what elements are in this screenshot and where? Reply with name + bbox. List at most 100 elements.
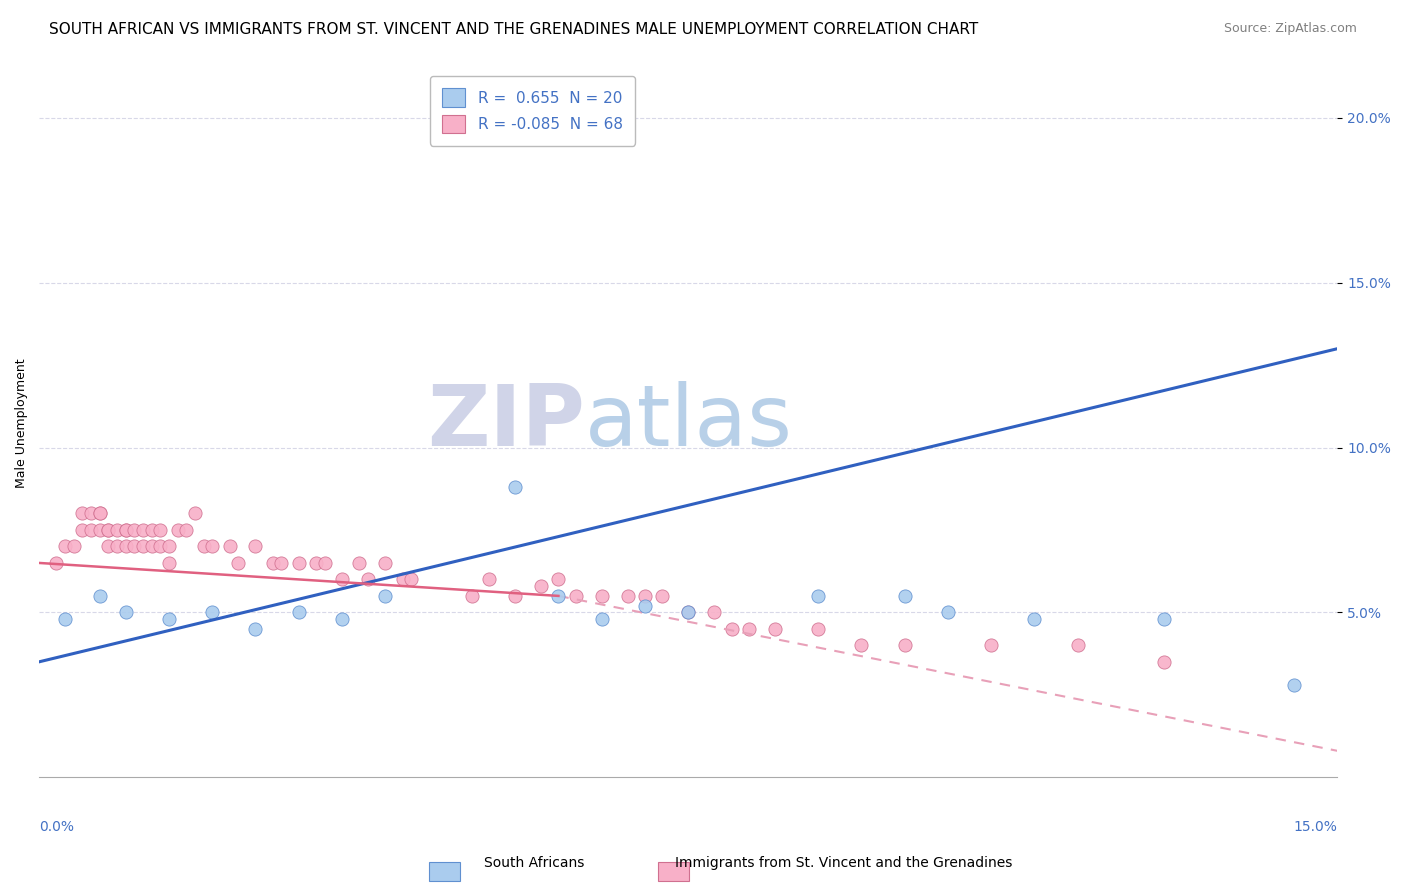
Y-axis label: Male Unemployment: Male Unemployment xyxy=(15,358,28,488)
Point xyxy=(678,606,700,620)
Point xyxy=(374,589,396,603)
Point xyxy=(72,523,94,537)
Point xyxy=(1153,612,1175,626)
Point xyxy=(893,589,915,603)
FancyBboxPatch shape xyxy=(429,862,460,881)
Point xyxy=(1153,655,1175,669)
Point xyxy=(89,589,111,603)
Point xyxy=(201,540,224,554)
Point xyxy=(738,622,761,636)
Point xyxy=(807,622,830,636)
Point xyxy=(349,556,371,570)
Point xyxy=(89,507,111,521)
Point xyxy=(936,606,959,620)
Point xyxy=(330,612,353,626)
Point xyxy=(1024,612,1046,626)
Point xyxy=(53,612,76,626)
Point xyxy=(634,589,657,603)
Point xyxy=(530,579,553,593)
Text: atlas: atlas xyxy=(585,382,793,465)
Point xyxy=(287,606,309,620)
Point xyxy=(97,540,120,554)
Point xyxy=(391,573,413,587)
Point xyxy=(374,556,396,570)
Point xyxy=(53,540,76,554)
Point xyxy=(114,523,136,537)
Point xyxy=(1067,638,1090,652)
Point xyxy=(547,589,569,603)
Point xyxy=(132,540,155,554)
Text: 15.0%: 15.0% xyxy=(1294,820,1337,834)
Point xyxy=(591,589,613,603)
Text: South Africans: South Africans xyxy=(484,855,585,870)
Point xyxy=(114,606,136,620)
Point xyxy=(314,556,336,570)
FancyBboxPatch shape xyxy=(658,862,689,881)
Point xyxy=(720,622,742,636)
Point xyxy=(132,523,155,537)
Point xyxy=(591,612,613,626)
Point xyxy=(616,589,638,603)
Point xyxy=(547,573,569,587)
Point xyxy=(114,540,136,554)
Point xyxy=(851,638,873,652)
Point xyxy=(270,556,292,570)
Point xyxy=(72,507,94,521)
Point xyxy=(157,556,180,570)
Text: SOUTH AFRICAN VS IMMIGRANTS FROM ST. VINCENT AND THE GRENADINES MALE UNEMPLOYMEN: SOUTH AFRICAN VS IMMIGRANTS FROM ST. VIN… xyxy=(49,22,979,37)
Point xyxy=(461,589,484,603)
Point xyxy=(262,556,284,570)
Point xyxy=(149,540,172,554)
Text: 0.0%: 0.0% xyxy=(39,820,75,834)
Text: Source: ZipAtlas.com: Source: ZipAtlas.com xyxy=(1223,22,1357,36)
Point xyxy=(893,638,915,652)
Point xyxy=(564,589,586,603)
Point xyxy=(1282,678,1305,692)
Point xyxy=(149,523,172,537)
Point xyxy=(218,540,240,554)
Point xyxy=(245,540,267,554)
Point xyxy=(678,606,700,620)
Point xyxy=(503,480,526,494)
Point xyxy=(124,540,146,554)
Point xyxy=(89,523,111,537)
Point xyxy=(703,606,725,620)
Point xyxy=(807,589,830,603)
Legend: R =  0.655  N = 20, R = -0.085  N = 68: R = 0.655 N = 20, R = -0.085 N = 68 xyxy=(430,76,634,145)
Point xyxy=(401,573,423,587)
Point xyxy=(201,606,224,620)
Text: Immigrants from St. Vincent and the Grenadines: Immigrants from St. Vincent and the Gren… xyxy=(675,855,1012,870)
Point xyxy=(45,556,67,570)
Point xyxy=(226,556,249,570)
Point xyxy=(80,507,103,521)
Point xyxy=(184,507,207,521)
Point xyxy=(763,622,786,636)
Point xyxy=(634,599,657,613)
Point xyxy=(287,556,309,570)
Point xyxy=(980,638,1002,652)
Point xyxy=(245,622,267,636)
Point xyxy=(62,540,84,554)
Point xyxy=(157,612,180,626)
Point xyxy=(141,523,163,537)
Text: ZIP: ZIP xyxy=(426,382,585,465)
Point xyxy=(651,589,673,603)
Point xyxy=(97,523,120,537)
Point xyxy=(478,573,501,587)
Point xyxy=(503,589,526,603)
Point xyxy=(166,523,188,537)
Point xyxy=(114,523,136,537)
Point xyxy=(97,523,120,537)
Point xyxy=(357,573,380,587)
Point xyxy=(193,540,215,554)
Point xyxy=(141,540,163,554)
Point xyxy=(105,540,128,554)
Point xyxy=(105,523,128,537)
Point xyxy=(174,523,197,537)
Point xyxy=(80,523,103,537)
Point xyxy=(305,556,328,570)
Point xyxy=(330,573,353,587)
Point xyxy=(124,523,146,537)
Point xyxy=(89,507,111,521)
Point xyxy=(157,540,180,554)
